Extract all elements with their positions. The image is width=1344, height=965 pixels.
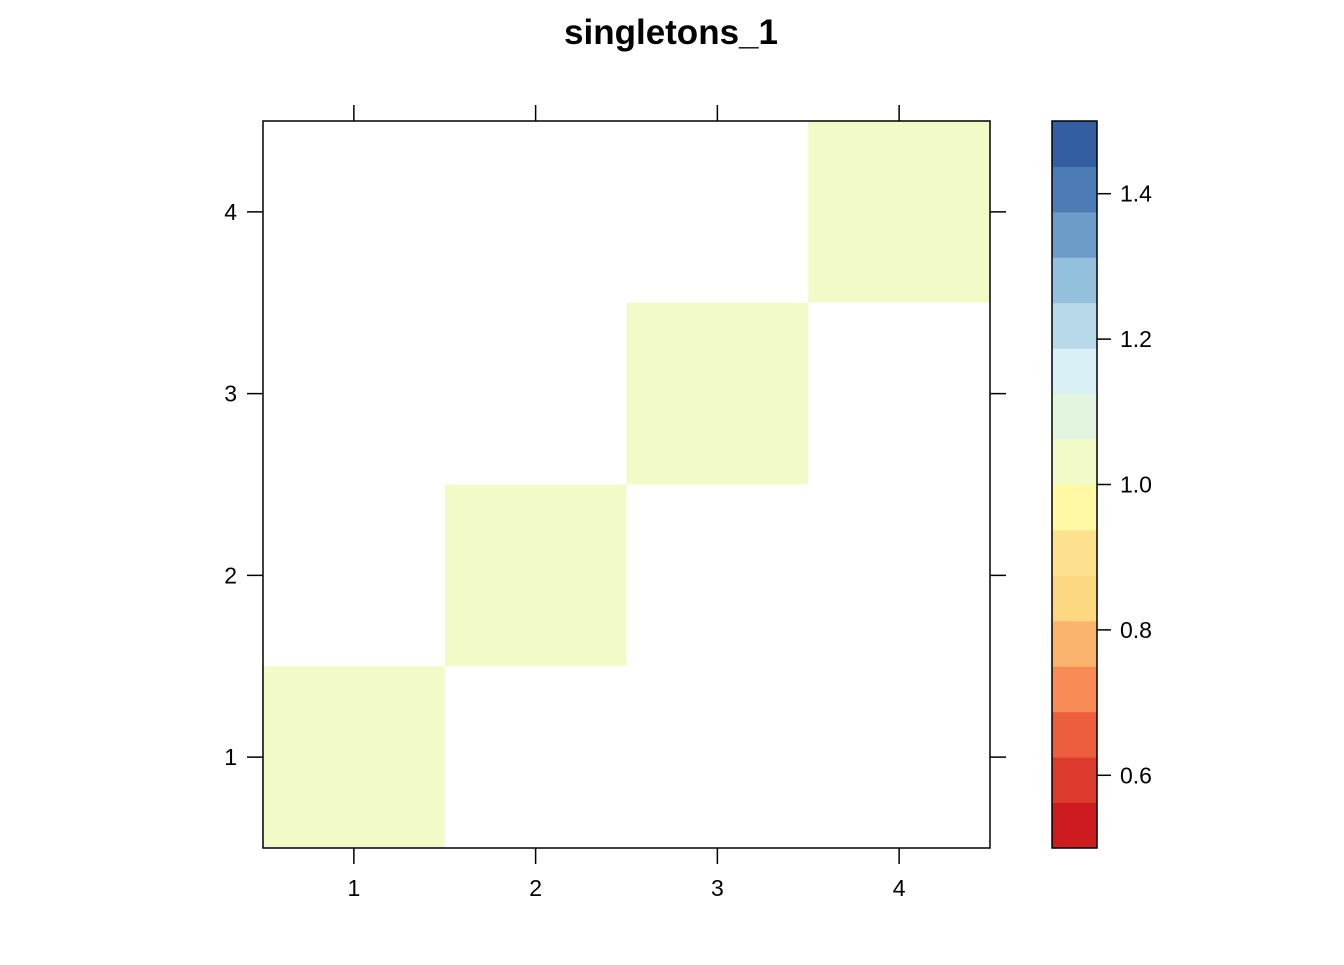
colorbar-tick-label: 1.0 (1120, 472, 1152, 498)
colorbar: 0.6 0.8 1.0 1.2 1.4 (1051, 120, 1152, 849)
colorbar-tick-label: 1.2 (1120, 326, 1152, 352)
y-axis: 1 2 3 4 (224, 199, 1006, 770)
colorbar-segment (1052, 302, 1097, 349)
colorbar-segment (1052, 257, 1097, 304)
colorbar-tick-label: 0.8 (1120, 617, 1152, 643)
colorbar-segment (1052, 575, 1097, 622)
colorbar-segment (1052, 348, 1097, 395)
heatmap-cell (626, 302, 809, 485)
y-tick-label: 4 (224, 199, 237, 225)
x-tick-label: 1 (347, 875, 360, 901)
y-tick-label: 2 (224, 562, 237, 588)
heatmap-cells (263, 121, 990, 848)
colorbar-tick-label: 1.4 (1120, 181, 1152, 207)
colorbar-segment (1052, 484, 1097, 531)
heatmap-cell (444, 484, 627, 667)
heatmap-cell (263, 666, 445, 848)
y-tick-label: 1 (224, 744, 237, 770)
colorbar-segment (1052, 529, 1097, 576)
heatmap-cell (808, 121, 990, 303)
colorbar-segment (1052, 620, 1097, 667)
x-axis: 1 2 3 4 (347, 105, 906, 901)
chart-title: singletons_1 (564, 13, 778, 52)
colorbar-segment (1052, 393, 1097, 440)
colorbar-segment (1052, 711, 1097, 758)
colorbar-segment (1052, 757, 1097, 804)
y-tick-label: 3 (224, 381, 237, 407)
colorbar-segment (1052, 166, 1097, 213)
colorbar-segment (1052, 439, 1097, 485)
colorbar-segment (1052, 211, 1097, 258)
colorbar-segment (1052, 121, 1097, 167)
colorbar-segment (1052, 802, 1097, 849)
x-tick-label: 4 (893, 875, 906, 901)
colorbar-tick-label: 0.6 (1120, 762, 1152, 788)
plot-frame (262, 120, 991, 849)
x-tick-label: 2 (529, 875, 542, 901)
colorbar-segment (1052, 666, 1097, 713)
x-tick-label: 3 (711, 875, 724, 901)
